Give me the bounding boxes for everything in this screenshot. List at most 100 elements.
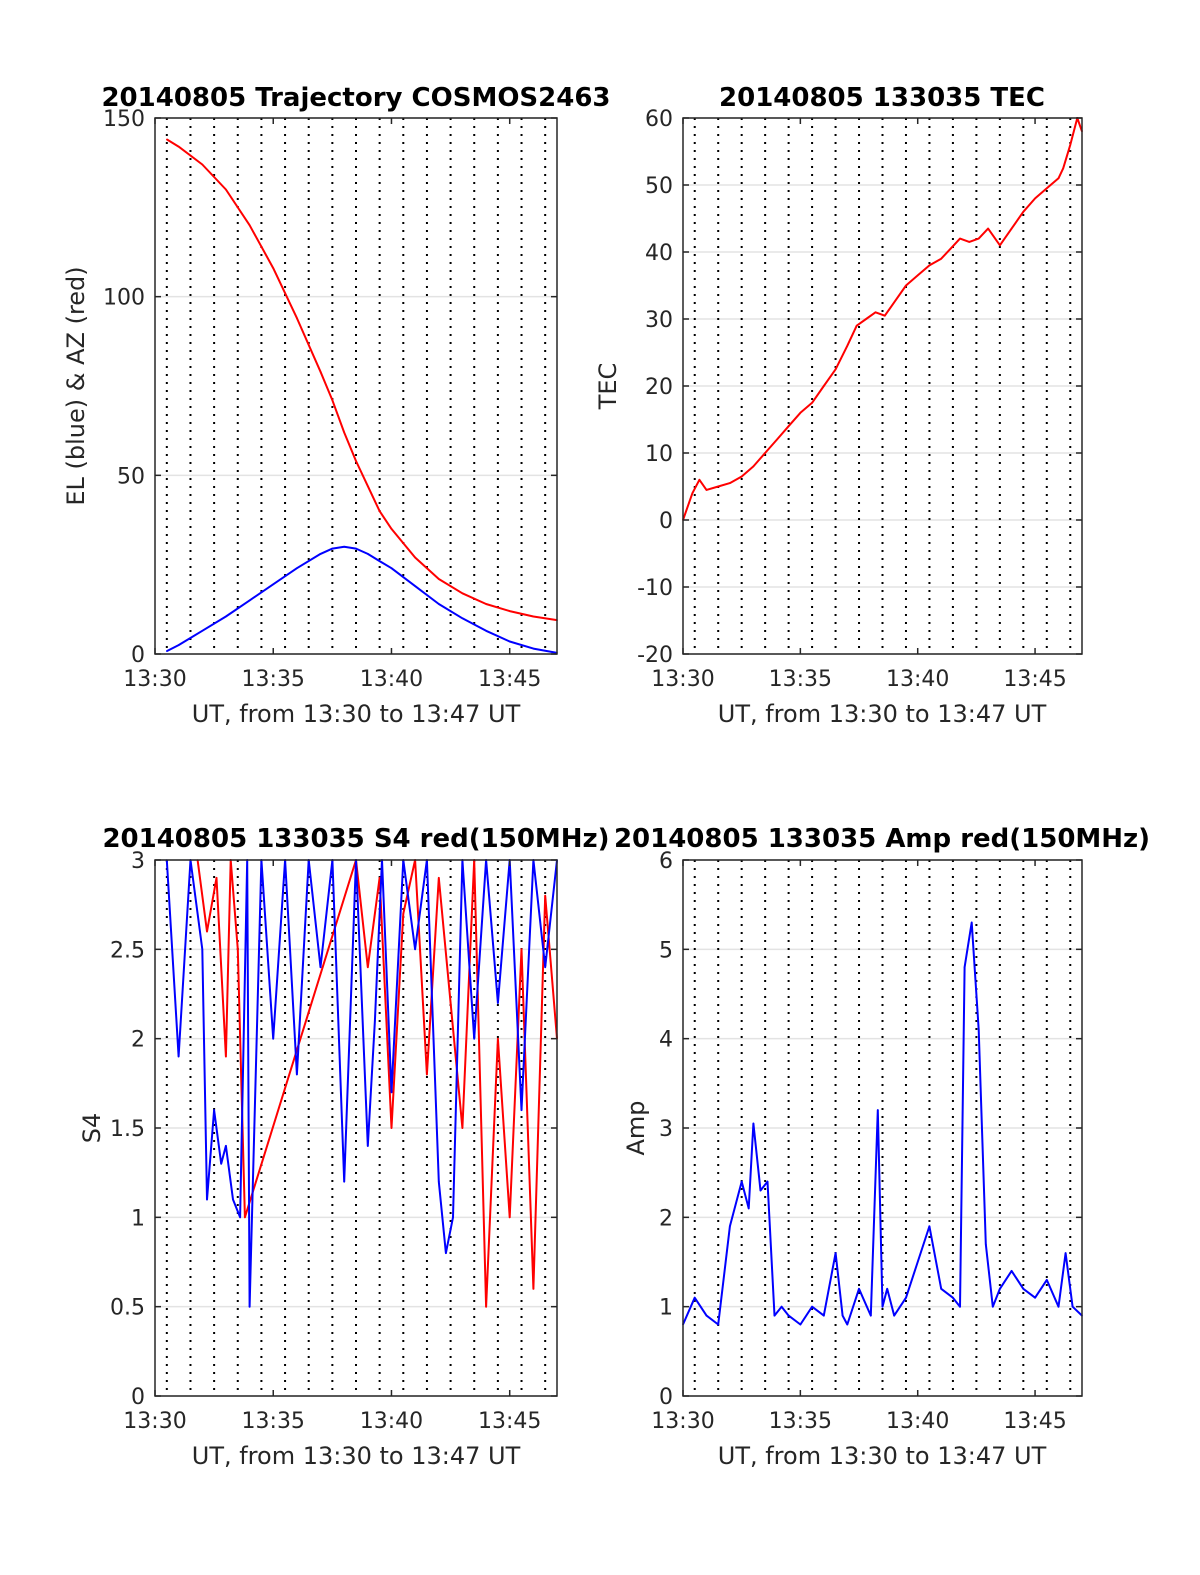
y-tick-label: 1 [659,1296,673,1321]
data-point [959,1305,961,1308]
data-point [717,485,719,488]
data-point [461,592,464,595]
data-point [823,385,825,387]
data-point [225,1145,227,1147]
x-tick-label: 13:45 [478,1409,541,1434]
data-point [390,1091,393,1094]
y-axis-label: Amp [622,1100,650,1155]
data-point [319,553,322,555]
y-axis-label: TEC [594,363,622,411]
data-point [1057,177,1060,180]
data-point [747,1207,750,1210]
data-point [928,1225,931,1228]
data-point [355,547,357,550]
data-point [508,1216,511,1219]
data-point [841,1314,844,1317]
y-axis-label: S4 [78,1113,106,1144]
data-point [367,966,369,968]
data-point [248,599,251,602]
y-tick-label: 2 [131,1028,145,1053]
series-line-0 [682,921,1083,1326]
data-point [374,1020,376,1022]
data-point [752,465,755,468]
data-point [166,650,168,652]
y-tick-label: 1.5 [110,1117,145,1142]
data-point [239,1216,241,1219]
data-point [213,1109,215,1111]
data-point [893,301,895,304]
data-point [414,556,416,559]
x-tick-label: 13:40 [886,667,949,692]
data-point [343,546,346,548]
data-point [497,1037,499,1040]
y-tick-label: -10 [637,576,673,601]
data-point [916,1261,919,1263]
data-point [928,264,931,267]
data-point [691,492,694,495]
data-point [438,877,440,879]
data-point [296,567,298,569]
data-point [893,1314,895,1317]
chart-title: 20140805 133035 Amp red(150MHz) [614,824,1150,854]
y-tick-label: 2 [659,1206,673,1231]
data-point [237,948,239,951]
data-point [390,528,393,530]
data-point [776,438,778,441]
y-tick-label: 0 [659,1385,673,1410]
panel-trajectory: 20140805 Trajectory COSMOS2463 UT, from … [62,83,611,728]
data-point [698,479,701,481]
x-tick-label: 13:45 [1003,667,1066,692]
data-point [773,1314,776,1317]
data-point [220,1162,222,1165]
data-point [811,1305,813,1308]
data-point [870,1314,872,1317]
data-point [449,1002,452,1004]
data-point [272,583,275,586]
data-point [1069,144,1072,146]
y-tick-label: 60 [645,107,673,132]
y-tick-label: 4 [659,1028,673,1053]
data-point [390,1127,393,1129]
x-tick-label: 13:40 [886,1409,949,1434]
data-point [508,610,511,612]
x-tick-label: 13:30 [123,667,186,692]
data-point [705,1314,708,1317]
y-tick-label: 0 [131,643,145,668]
data-point [331,547,334,550]
chart-title: 20140805 Trajectory COSMOS2463 [101,83,610,113]
x-tick-label: 13:30 [651,1409,714,1434]
data-point [508,640,511,643]
data-point [799,412,802,414]
data-point [177,1055,180,1058]
data-point [752,1122,755,1125]
x-tick-label: 13:45 [478,667,541,692]
data-point [740,1180,743,1183]
data-point [272,1037,275,1040]
data-point [886,1288,888,1290]
series-line-1 [165,859,558,1308]
data-point [485,603,487,605]
data-point [438,1180,440,1183]
x-tick-label: 13:30 [123,1409,186,1434]
y-tick-label: 3 [131,849,145,874]
y-tick-label: 5 [659,938,673,963]
plot-frame [154,117,558,655]
data-point [520,948,523,951]
data-point [970,921,973,924]
data-point [858,1288,860,1290]
data-point [985,1243,987,1245]
data-point [452,1216,454,1219]
data-point [177,644,180,646]
y-tick-label: 6 [659,849,673,874]
data-point [331,399,334,402]
data-point [438,603,440,605]
data-point [992,1305,994,1308]
x-tick-label: 13:40 [360,1409,423,1434]
data-point [248,1305,251,1308]
data-point [999,244,1001,247]
data-point [1057,1305,1060,1308]
data-point [367,553,369,555]
x-tick-label: 13:30 [651,667,714,692]
data-point [343,431,346,434]
data-point [201,948,204,951]
